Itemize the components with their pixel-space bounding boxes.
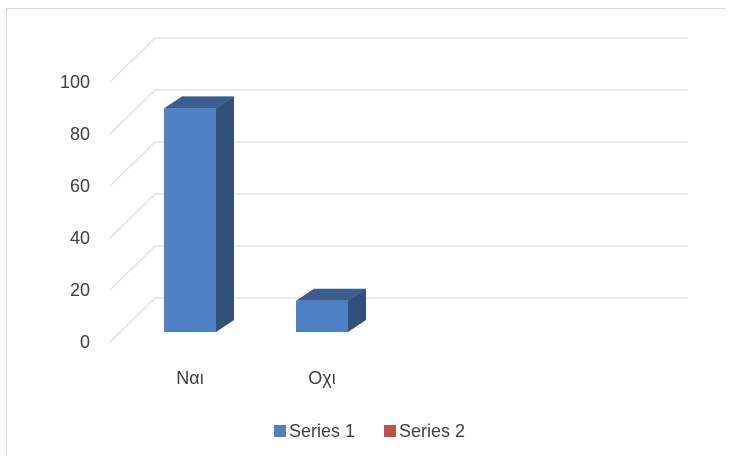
bar-front bbox=[296, 300, 348, 332]
gridline bbox=[109, 141, 688, 187]
gridline bbox=[109, 245, 688, 291]
legend: Series 1 Series 2 bbox=[274, 421, 465, 441]
legend-label: Series 1 bbox=[289, 421, 355, 441]
x-axis-tick-labels: Ναι Οχι bbox=[176, 368, 335, 388]
chart-area bbox=[6, 8, 726, 456]
y-tick-label: 80 bbox=[70, 124, 90, 144]
bar-side bbox=[216, 96, 234, 333]
bar-top bbox=[296, 288, 366, 301]
legend-label: Series 2 bbox=[399, 421, 465, 441]
y-tick-label: 60 bbox=[70, 176, 90, 196]
legend-swatch bbox=[274, 425, 286, 437]
x-tick-label: Ναι bbox=[176, 368, 203, 388]
legend-swatch bbox=[384, 425, 396, 437]
gridlines bbox=[109, 37, 688, 343]
gridline bbox=[109, 193, 688, 239]
y-tick-label: 20 bbox=[70, 280, 90, 300]
bar-top bbox=[164, 96, 234, 109]
bar-front bbox=[164, 108, 216, 333]
gridline bbox=[109, 89, 688, 135]
y-tick-label: 40 bbox=[70, 228, 90, 248]
gridline bbox=[109, 297, 688, 343]
bar-side bbox=[348, 288, 366, 332]
y-axis-tick-labels: 0 20 40 60 80 100 bbox=[60, 72, 90, 352]
gridline bbox=[109, 37, 688, 83]
bar bbox=[296, 288, 366, 332]
bar bbox=[164, 96, 234, 333]
y-tick-label: 0 bbox=[80, 332, 90, 352]
y-tick-label: 100 bbox=[60, 72, 90, 92]
bars bbox=[164, 96, 366, 333]
x-tick-label: Οχι bbox=[308, 368, 335, 388]
